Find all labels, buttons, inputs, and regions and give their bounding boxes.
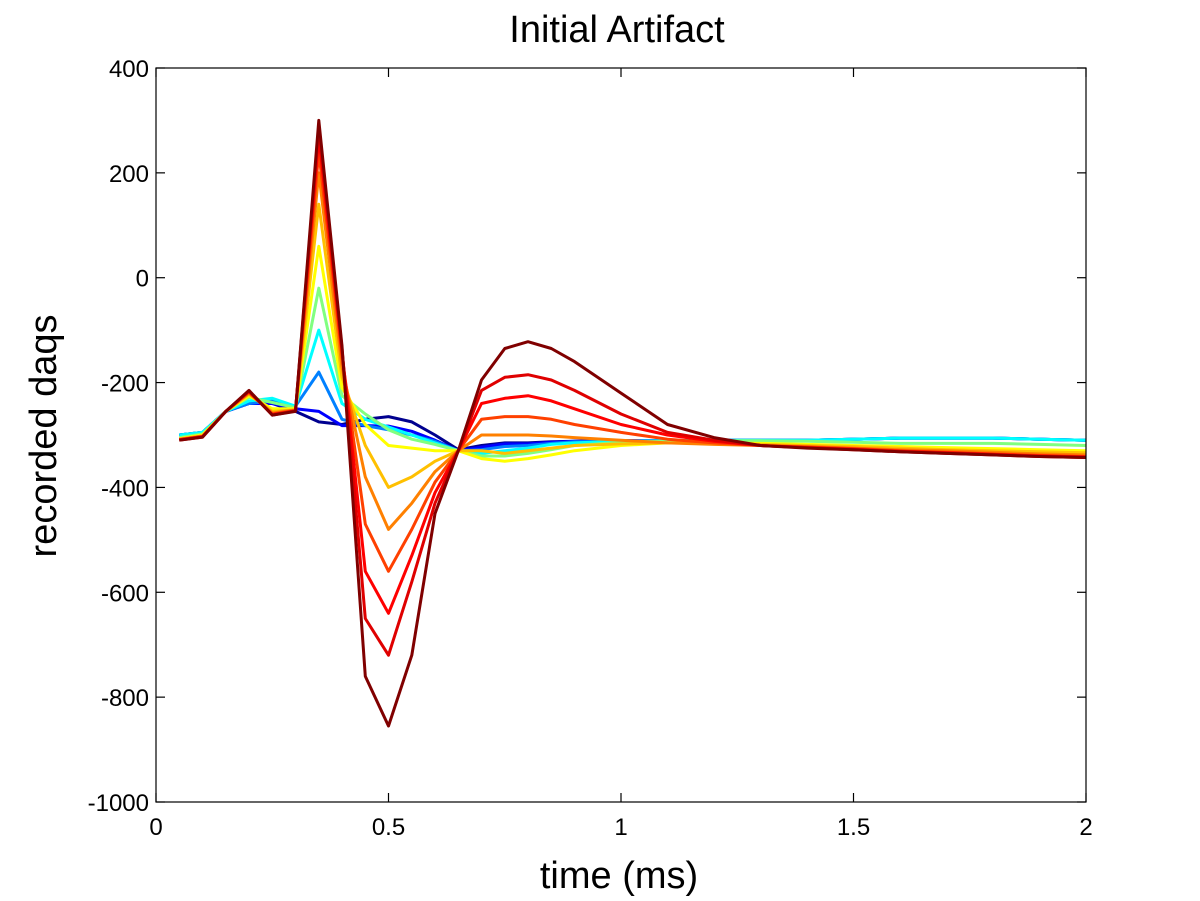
x-tick-label: 0 (149, 814, 162, 841)
y-axis-label: recorded daqs (23, 315, 65, 558)
y-axis-ticks: 400 200 0 -200 -400 -600 -800 -1000 (88, 56, 1086, 817)
x-tick-label: 1.5 (837, 814, 870, 841)
x-axis-ticks: 0 0.5 1 1.5 2 (149, 68, 1093, 841)
x-tick-label: 1 (614, 814, 627, 841)
y-tick-label: -1000 (88, 790, 149, 817)
axes-background (156, 68, 1086, 802)
y-tick-label: -200 (101, 371, 149, 398)
x-tick-label: 2 (1079, 814, 1092, 841)
chart-title: Initial Artifact (509, 9, 725, 51)
y-tick-label: 200 (109, 161, 149, 188)
y-tick-label: -400 (101, 475, 149, 502)
series-line-5 (179, 286, 1087, 458)
y-tick-label: -800 (101, 685, 149, 712)
series-line-4 (179, 328, 1087, 455)
x-axis-label: time (ms) (540, 855, 698, 897)
series-line-12 (179, 118, 1087, 728)
plot-area: 0 0.5 1 1.5 2 400 200 0 -200 -400 -600 -800 -1000 (88, 56, 1093, 841)
series-layer (179, 118, 1087, 728)
y-tick-label: 0 (136, 266, 149, 293)
x-tick-label: 0.5 (372, 814, 405, 841)
y-tick-label: -600 (101, 580, 149, 607)
y-tick-label: 400 (109, 56, 149, 83)
